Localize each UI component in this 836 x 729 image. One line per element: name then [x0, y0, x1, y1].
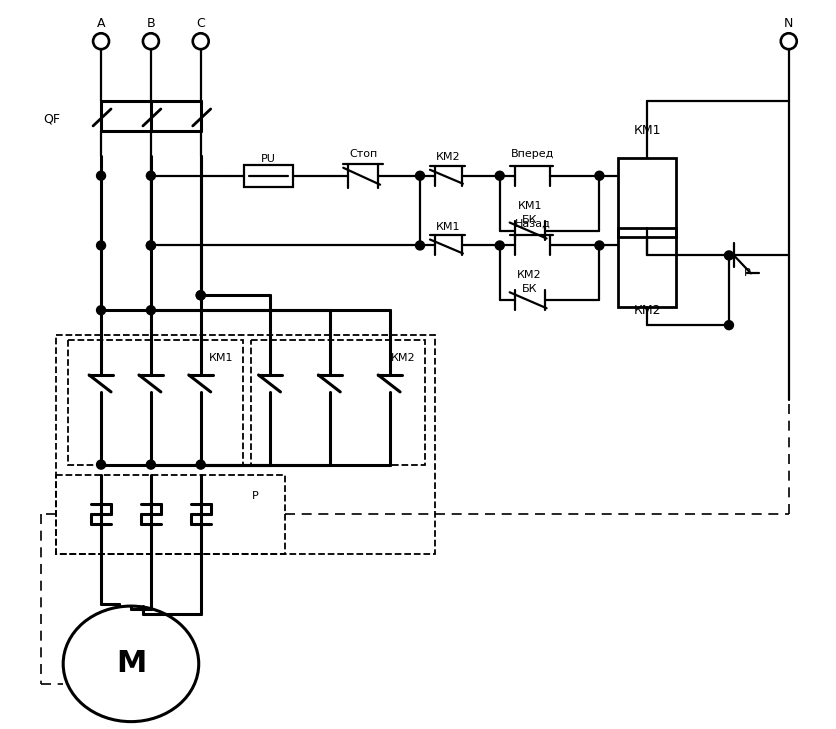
Bar	[251, 340, 425, 464]
Circle shape	[97, 305, 105, 315]
Bar	[56, 335, 435, 554]
Circle shape	[97, 171, 105, 180]
Text: Вперед: Вперед	[511, 149, 554, 159]
Circle shape	[146, 171, 155, 180]
Text: БК: БК	[522, 214, 538, 225]
Text: N: N	[784, 17, 793, 30]
Text: КМ2: КМ2	[517, 270, 542, 281]
Text: PU: PU	[261, 154, 276, 164]
Circle shape	[495, 241, 504, 250]
Text: КМ2: КМ2	[436, 152, 460, 162]
Text: Р: Р	[743, 268, 750, 278]
Circle shape	[196, 460, 205, 469]
Text: КМ2: КМ2	[634, 304, 661, 316]
Text: КМ1: КМ1	[517, 200, 542, 211]
Text: Назад: Назад	[515, 219, 551, 228]
Text: A: A	[97, 17, 105, 30]
Circle shape	[495, 171, 504, 180]
Text: Стоп: Стоп	[349, 149, 377, 159]
Bar	[69, 340, 242, 464]
Circle shape	[415, 171, 425, 180]
Text: КМ1: КМ1	[634, 125, 661, 137]
Circle shape	[595, 241, 604, 250]
Bar	[619, 157, 676, 238]
Text: М: М	[115, 650, 146, 679]
Text: Р: Р	[252, 491, 259, 502]
Bar	[619, 227, 676, 307]
Bar	[56, 475, 285, 554]
Circle shape	[725, 321, 733, 330]
Text: QF: QF	[43, 112, 60, 125]
Bar	[243, 165, 293, 187]
Circle shape	[595, 171, 604, 180]
Text: КМ1: КМ1	[208, 353, 233, 363]
Circle shape	[146, 460, 155, 469]
Circle shape	[196, 291, 205, 300]
Text: C: C	[196, 17, 205, 30]
Circle shape	[196, 291, 205, 300]
Circle shape	[97, 460, 105, 469]
Circle shape	[415, 241, 425, 250]
Circle shape	[146, 305, 155, 315]
Circle shape	[146, 241, 155, 250]
Circle shape	[97, 241, 105, 250]
Text: B: B	[146, 17, 155, 30]
Text: КМ2: КМ2	[390, 353, 415, 363]
Text: КМ1: КМ1	[436, 222, 460, 232]
Text: БК: БК	[522, 284, 538, 295]
Circle shape	[146, 241, 155, 250]
Circle shape	[725, 251, 733, 260]
